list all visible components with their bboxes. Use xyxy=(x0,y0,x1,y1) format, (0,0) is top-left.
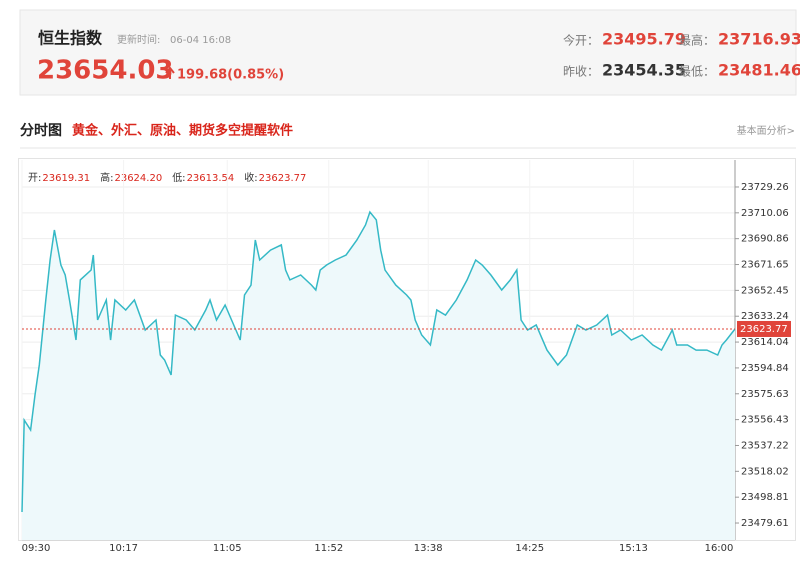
index-name: 恒生指数 xyxy=(38,29,103,48)
ohlc-value: 23623.77 xyxy=(259,173,307,184)
ohlc-label: 收: xyxy=(244,171,257,184)
ohlc-label: 高: xyxy=(100,171,113,184)
ohlc-value: 23613.54 xyxy=(187,173,235,184)
stat-label: 昨收： xyxy=(563,65,599,79)
price-line xyxy=(21,210,736,513)
promo-link[interactable]: 黄金、外汇、原油、期货多空提醒软件 xyxy=(72,123,293,139)
x-tick-label: 13:38 xyxy=(414,543,443,554)
x-tick-label: 11:05 xyxy=(213,543,242,554)
y-tick-label: 23690.86 xyxy=(741,234,789,245)
ohlc-label: 低: xyxy=(172,171,185,184)
y-tick-label: 23652.45 xyxy=(741,285,789,296)
stat-value: 23716.93 xyxy=(718,30,800,49)
ohlc-label: 开: xyxy=(28,173,41,184)
x-tick-label: 14:25 xyxy=(515,543,544,554)
quote-panel xyxy=(19,9,797,96)
x-tick-label: 16:00 xyxy=(705,543,734,554)
y-tick-label: 23633.24 xyxy=(741,311,789,322)
stat-value: 23481.46 xyxy=(718,61,800,80)
y-tick-label: 23518.02 xyxy=(741,466,789,477)
y-tick-label: 23594.84 xyxy=(741,363,789,374)
y-tick-label: 23537.22 xyxy=(741,440,789,451)
y-tick-label: 23614.04 xyxy=(741,337,789,348)
close-tag xyxy=(737,320,791,337)
up-arrow xyxy=(165,66,175,79)
y-tick-label: 23498.81 xyxy=(741,492,789,503)
y-tick-label: 23729.26 xyxy=(741,182,789,193)
fundamentals-link[interactable]: 基本面分析> xyxy=(737,124,795,137)
y-tick-label: 23575.63 xyxy=(741,389,789,400)
y-tick-label: 23479.61 xyxy=(741,518,789,529)
stat-label: 最高： xyxy=(679,33,715,48)
x-tick-label: 09:30 xyxy=(22,543,51,554)
change: 199.68(0.85%) xyxy=(177,68,284,83)
y-tick-label: 23710.06 xyxy=(741,208,789,219)
price: 23654.03 xyxy=(37,56,174,86)
y-tick-label: 23556.43 xyxy=(741,415,789,426)
y-tick-label: 23671.65 xyxy=(741,260,789,271)
stat-value: 23454.35 xyxy=(602,61,686,80)
update-time: 06-04 16:08 xyxy=(170,35,231,46)
section-title: 分时图 xyxy=(20,122,62,139)
plot: 开: 23619.31 高: 23624.20 低: 23613.54 收: 23623.77… xyxy=(21,160,791,554)
stat-label: 今开： xyxy=(563,33,599,48)
update-label: 更新时间: xyxy=(117,33,160,46)
stat-value: 23495.79 xyxy=(602,30,686,49)
ohlc-value: 23624.20 xyxy=(114,173,162,184)
x-tick-label: 15:13 xyxy=(619,543,648,554)
x-tick-label: 10:17 xyxy=(109,543,138,554)
ohlc-value: 23619.31 xyxy=(42,173,90,184)
stat-label: 最低： xyxy=(679,65,715,79)
close-label: 23623.77 xyxy=(740,324,788,335)
area xyxy=(22,212,735,540)
x-tick-label: 11:52 xyxy=(314,543,343,554)
